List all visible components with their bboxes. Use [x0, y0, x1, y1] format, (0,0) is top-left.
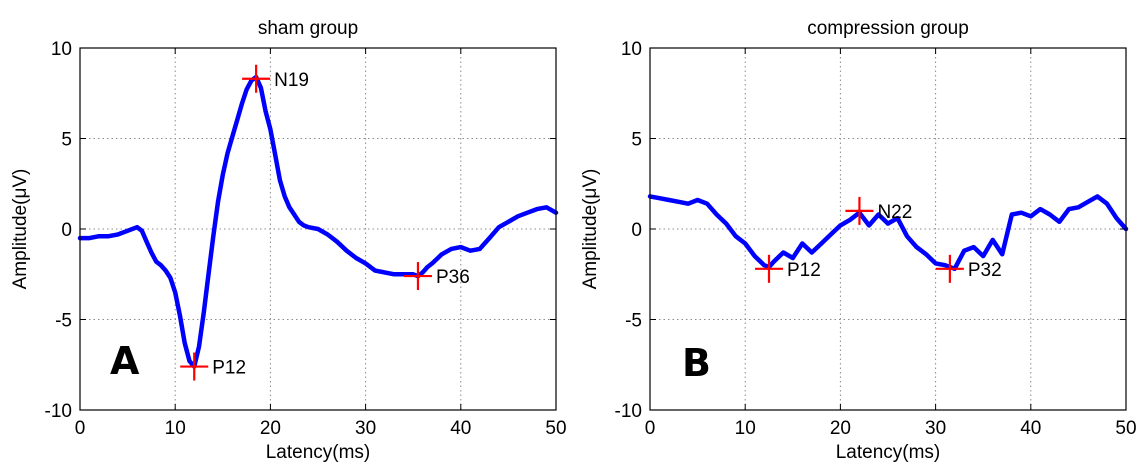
panel-letter: A: [110, 339, 140, 383]
peak-markers: N22 P12 P32: [755, 196, 1002, 283]
peak-label: P12: [212, 358, 246, 379]
y-tick-label: 10: [51, 39, 72, 60]
y-tick-label: 0: [61, 220, 72, 241]
peak-marker: P12: [180, 352, 246, 381]
x-tick-label: 40: [450, 418, 471, 439]
x-tick-label: 0: [645, 418, 656, 439]
peak-marker: P36: [403, 262, 470, 291]
peak-marker: P32: [935, 254, 1002, 283]
y-tick-label: -10: [615, 401, 642, 422]
gridlines: [650, 48, 1126, 410]
series-line: [647, 194, 1129, 272]
x-tick-label: 30: [925, 418, 946, 439]
x-tick-label: 40: [1020, 418, 1041, 439]
y-tick-label: -5: [625, 311, 642, 332]
x-axis-label: Latency(ms): [266, 442, 371, 463]
chart-title: sham group: [258, 18, 358, 39]
x-tick-label: 10: [735, 418, 756, 439]
x-tick-label: 20: [260, 418, 281, 439]
x-tick-label: 10: [165, 418, 186, 439]
peak-label: P32: [968, 260, 1002, 281]
peak-marker: P12: [755, 254, 821, 283]
y-tick-label: 10: [621, 39, 642, 60]
y-tick-label: 5: [631, 130, 642, 151]
peak-marker: N19: [242, 64, 309, 93]
plot-area: [650, 48, 1126, 410]
y-axis-label: Amplitude(μV): [580, 169, 601, 290]
x-tick-label: 50: [1115, 418, 1136, 439]
y-tick-label: 5: [61, 130, 72, 151]
y-tick-label: -5: [55, 311, 72, 332]
y-tick-label: -10: [45, 401, 72, 422]
y-axis-label: Amplitude(μV): [10, 169, 31, 290]
peak-markers: N19 P12 P36: [180, 64, 470, 381]
peak-label: N19: [274, 70, 309, 91]
x-tick-label: 30: [355, 418, 376, 439]
peak-marker: N22: [845, 196, 912, 225]
series-layer: [647, 194, 1129, 272]
x-axis-label: Latency(ms): [836, 442, 941, 463]
panel-letter: B: [682, 341, 711, 385]
chart-title: compression group: [807, 18, 969, 39]
x-tick-label: 0: [75, 418, 86, 439]
peak-label: P36: [436, 267, 470, 288]
chart-panel-a: sham group N19 P12 P36 0 10 20 30 40 50 -10 -5 0 5 1…: [10, 18, 567, 463]
axis-ticks: 0 10 20 30 40 50 -10 -5 0 5 10: [45, 39, 567, 439]
gridlines: [80, 48, 556, 410]
x-tick-label: 20: [830, 418, 851, 439]
axis-ticks: 0 10 20 30 40 50 -10 -5 0 5 10: [615, 39, 1137, 439]
peak-label: P12: [787, 260, 821, 281]
x-tick-label: 50: [545, 418, 566, 439]
peak-label: N22: [877, 202, 912, 223]
series-layer: [77, 74, 559, 369]
series-line: [77, 74, 559, 369]
y-tick-label: 0: [631, 220, 642, 241]
